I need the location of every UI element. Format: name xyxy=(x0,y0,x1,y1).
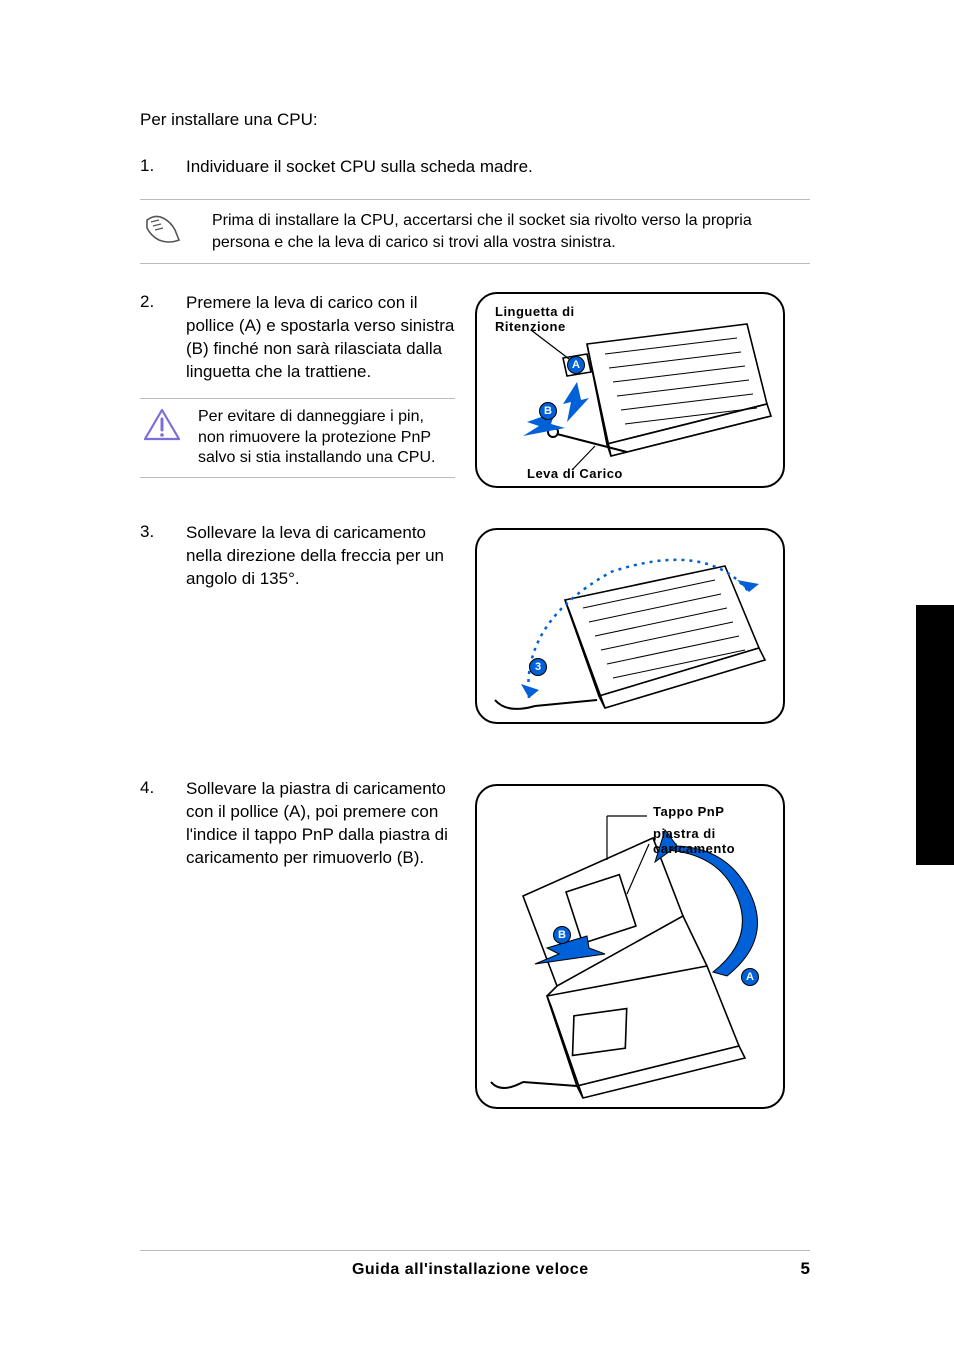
step-4-row: 4. Sollevare la piastra di caricamento c… xyxy=(140,778,810,1109)
caution-text: Per evitare di danneggiare i pin, non ri… xyxy=(198,407,455,469)
figure-2-wrap: 3 xyxy=(475,522,805,724)
step-3-left: 3. Sollevare la leva di caricamento nell… xyxy=(140,522,455,591)
fig3-label-1: Tappo PnP xyxy=(653,804,724,819)
footer-title: Guida all'installazione veloce xyxy=(352,1261,589,1279)
side-tab xyxy=(916,605,954,865)
fig1-label-bottom: Leva di Carico xyxy=(527,466,623,481)
page-footer: Guida all'installazione veloce 5 xyxy=(140,1250,810,1279)
step-3-text: Sollevare la leva di caricamento nella d… xyxy=(186,522,455,591)
intro-text: Per installare una CPU: xyxy=(140,110,810,130)
step-2-num: 2. xyxy=(140,292,168,384)
fig3-badge-a: A xyxy=(741,968,759,986)
step-1: 1. Individuare il socket CPU sulla sched… xyxy=(140,156,810,179)
caution-block: Per evitare di danneggiare i pin, non ri… xyxy=(140,398,455,478)
step-2-row: 2. Premere la leva di carico con il poll… xyxy=(140,292,810,488)
hand-icon xyxy=(140,210,190,248)
figure-3-wrap: Tappo PnP piastra di caricamento B A xyxy=(475,778,805,1109)
step-2-left: 2. Premere la leva di carico con il poll… xyxy=(140,292,455,478)
figure-2-svg xyxy=(477,530,785,724)
step-3-num: 3. xyxy=(140,522,168,591)
caution-icon xyxy=(140,407,184,443)
fig2-badge-3: 3 xyxy=(529,658,547,676)
step-4-num: 4. xyxy=(140,778,168,870)
step-4-text: Sollevare la piastra di caricamento con … xyxy=(186,778,455,870)
footer-page-number: 5 xyxy=(801,1259,810,1279)
fig3-badge-b: B xyxy=(553,926,571,944)
step-1-num: 1. xyxy=(140,156,168,179)
figure-1: Linguetta di Ritenzione Leva di Carico A… xyxy=(475,292,785,488)
fig3-label-2: piastra di caricamento xyxy=(653,826,735,856)
step-3-row: 3. Sollevare la leva di caricamento nell… xyxy=(140,522,810,724)
fig1-label-top: Linguetta di Ritenzione xyxy=(495,304,575,334)
figure-2: 3 xyxy=(475,528,785,724)
content-column: Per installare una CPU: 1. Individuare i… xyxy=(140,110,810,1109)
figure-1-wrap: Linguetta di Ritenzione Leva di Carico A… xyxy=(475,292,805,488)
step-2-text: Premere la leva di carico con il pollice… xyxy=(186,292,455,384)
fig1-badge-a: A xyxy=(567,356,585,374)
fig1-badge-b: B xyxy=(539,402,557,420)
figure-3-svg xyxy=(477,786,785,1109)
step-1-text: Individuare il socket CPU sulla scheda m… xyxy=(186,156,810,179)
page: Per installare una CPU: 1. Individuare i… xyxy=(0,0,954,1351)
step-4-left: 4. Sollevare la piastra di caricamento c… xyxy=(140,778,455,870)
note-block: Prima di installare la CPU, accertarsi c… xyxy=(140,199,810,264)
note-text: Prima di installare la CPU, accertarsi c… xyxy=(212,210,810,253)
figure-3: Tappo PnP piastra di caricamento B A xyxy=(475,784,785,1109)
